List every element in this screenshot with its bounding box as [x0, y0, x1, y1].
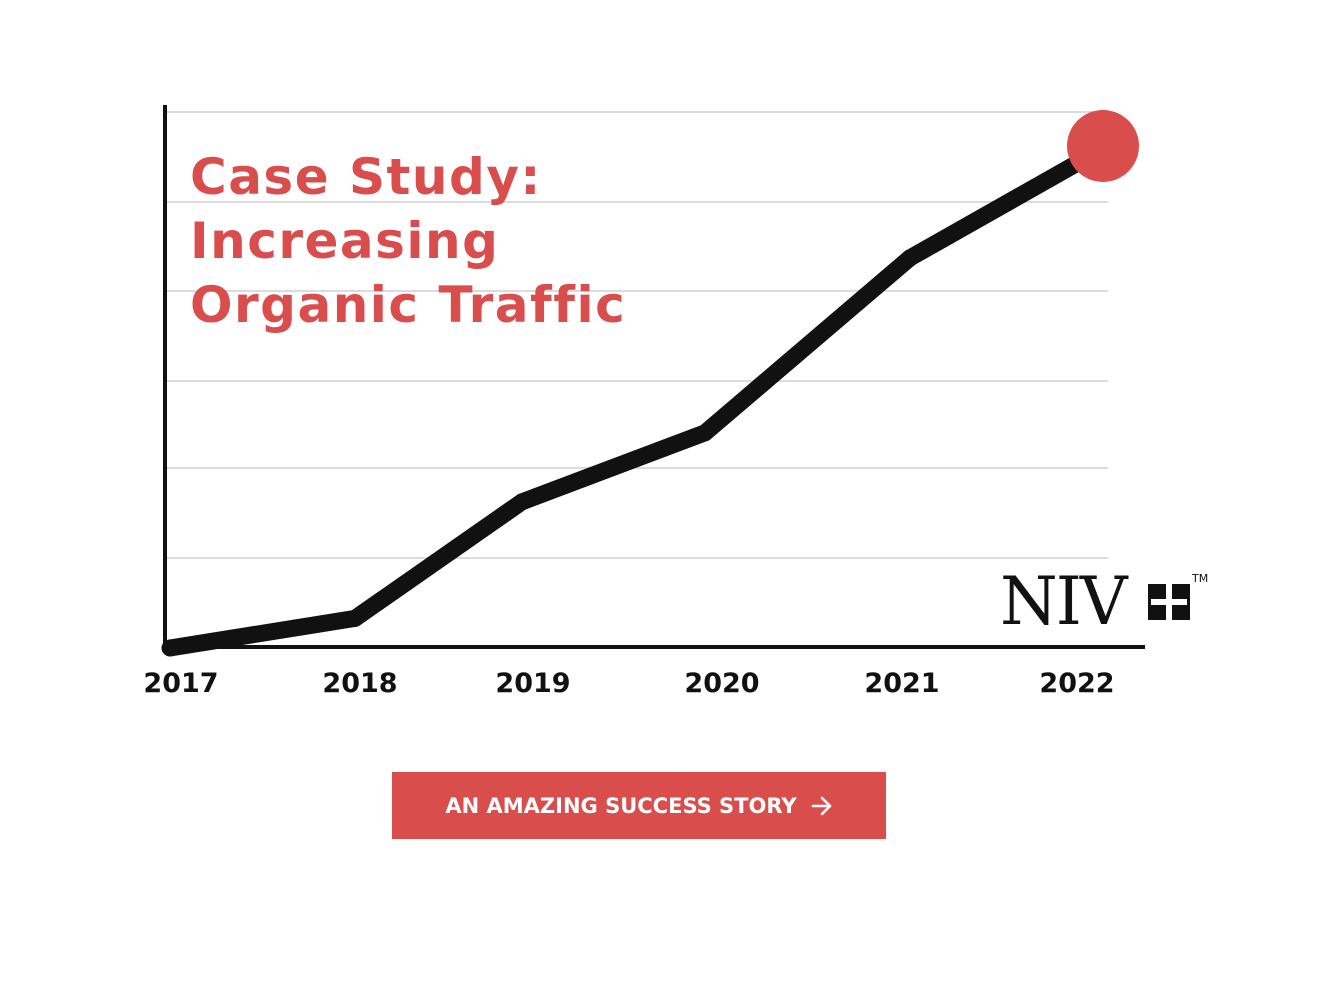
chart-title-line: Organic Traffic: [190, 276, 627, 334]
brand-wordmark: NIV: [1000, 563, 1127, 640]
series-line: [168, 142, 1105, 657]
x-tick-label: 2020: [684, 668, 759, 699]
success-story-button-label: AN AMAZING SUCCESS STORY: [445, 793, 797, 818]
gridlines: [165, 111, 1108, 559]
x-tick-label: 2021: [864, 668, 939, 699]
data-point: [696, 424, 714, 442]
x-tick-label: 2018: [322, 668, 397, 699]
end-point-marker: [1067, 110, 1139, 182]
arrow-right-icon: [811, 796, 831, 815]
cross-block-icon: [1148, 581, 1190, 623]
trademark-symbol: TM: [1192, 572, 1209, 585]
axes: [163, 105, 1145, 649]
x-tick-label: 2022: [1039, 668, 1114, 699]
brand-logo: NIV TM: [1000, 566, 1220, 638]
chart-title-line: Increasing: [190, 212, 500, 270]
data-point: [901, 249, 919, 267]
chart-title: Case Study: Increasing Organic Traffic: [190, 145, 626, 337]
x-tick-label: 2017: [143, 668, 218, 699]
x-tick-labels: 2017 2018 2019 2020 2021 2022: [143, 668, 1114, 699]
success-story-button[interactable]: AN AMAZING SUCCESS STORY: [392, 772, 886, 839]
data-point: [161, 639, 179, 657]
series-layer: [161, 110, 1139, 657]
data-point: [346, 609, 364, 627]
chart-title-line: Case Study:: [190, 148, 542, 206]
data-point: [513, 493, 531, 511]
chart: 2017 2018 2019 2020 2021 2022: [143, 105, 1145, 699]
x-tick-label: 2019: [495, 668, 570, 699]
